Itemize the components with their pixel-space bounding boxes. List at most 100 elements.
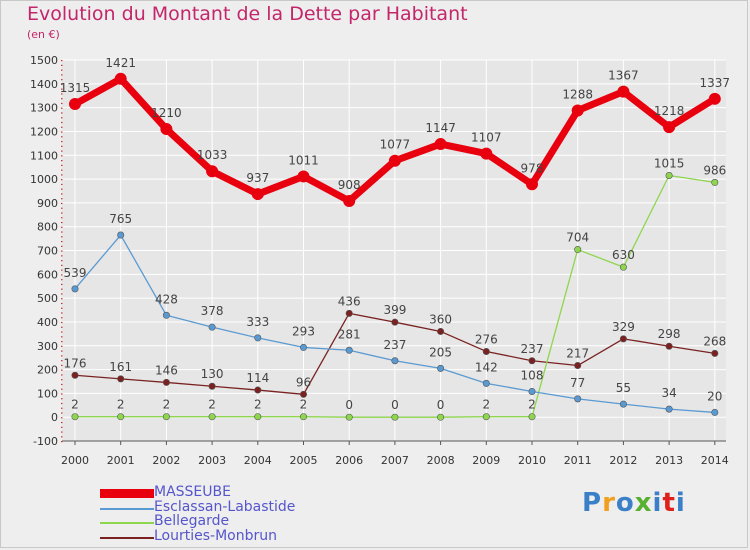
y-minor-tick (61, 307, 63, 309)
y-minor-tick (61, 441, 63, 443)
data-point (571, 104, 584, 117)
data-point (117, 231, 125, 239)
y-tick-label: 700 (37, 245, 58, 258)
y-minor-tick (61, 174, 63, 176)
data-point (711, 178, 719, 186)
unit-label: (en €) (27, 28, 60, 41)
y-minor-tick (61, 93, 63, 95)
y-minor-tick (61, 102, 63, 105)
data-label: 1421 (105, 56, 136, 70)
y-tick-label: 1500 (30, 54, 58, 67)
data-label: 704 (566, 231, 589, 245)
y-minor-tick (61, 412, 63, 414)
data-label: 428 (155, 292, 178, 306)
data-point (69, 98, 81, 111)
data-point (343, 194, 356, 207)
data-label: 399 (383, 303, 406, 317)
data-label: 1033 (197, 148, 228, 162)
x-tick-label: 2003 (198, 454, 226, 467)
data-point (208, 382, 216, 390)
data-label: 237 (521, 342, 544, 356)
y-tick-label: 500 (37, 292, 58, 305)
data-point (574, 395, 582, 403)
y-minor-tick (61, 221, 63, 224)
data-label: 161 (109, 360, 132, 374)
data-label: 34 (661, 386, 676, 400)
y-tick-label: 1200 (30, 125, 58, 138)
data-point (437, 364, 445, 372)
y-minor-tick (61, 236, 63, 238)
y-minor-tick (61, 350, 63, 352)
data-label: 1288 (562, 87, 593, 101)
y-minor-tick (61, 155, 63, 157)
y-minor-tick (61, 326, 63, 328)
y-minor-tick (61, 431, 63, 433)
data-point (482, 347, 490, 355)
data-point (71, 371, 79, 379)
legend-swatch (100, 508, 154, 510)
data-point (254, 413, 262, 421)
data-label: 146 (155, 363, 178, 377)
data-label: 2 (528, 398, 536, 412)
data-label: 2 (254, 398, 262, 412)
y-tick-label: 1100 (30, 149, 58, 162)
data-label: 765 (109, 212, 132, 226)
y-minor-tick (61, 117, 63, 119)
y-minor-tick (61, 355, 63, 357)
data-point (437, 413, 445, 421)
y-minor-tick (61, 207, 63, 209)
data-point (208, 323, 216, 331)
x-tick-label: 2010 (518, 454, 546, 467)
y-minor-tick (61, 298, 63, 300)
data-label: 630 (612, 248, 635, 262)
y-minor-tick (61, 217, 63, 219)
data-point (528, 387, 536, 395)
data-point (617, 85, 630, 98)
y-minor-tick (61, 231, 63, 233)
data-label: 333 (246, 315, 269, 329)
data-label: 436 (338, 294, 361, 308)
data-label: 1337 (700, 76, 731, 90)
data-label: 1107 (471, 131, 502, 145)
data-label: 0 (345, 398, 353, 412)
data-point (71, 285, 79, 293)
y-minor-tick (61, 369, 63, 371)
legend-label: Bellegarde (154, 513, 230, 529)
data-point (619, 263, 627, 271)
y-minor-tick (61, 340, 63, 343)
data-point (391, 413, 399, 421)
y-minor-tick (61, 436, 63, 438)
x-tick-label: 2009 (472, 454, 500, 467)
data-point (251, 188, 264, 201)
y-minor-tick (61, 198, 63, 200)
data-label: 20 (707, 389, 722, 403)
y-minor-tick (61, 302, 63, 305)
y-tick-label: -100 (33, 435, 58, 448)
y-minor-tick (61, 321, 63, 324)
x-tick-label: 2006 (335, 454, 363, 467)
data-label: 2 (71, 398, 79, 412)
data-label: 77 (570, 376, 585, 390)
y-minor-tick (61, 64, 63, 66)
data-label: 1011 (288, 153, 319, 167)
y-minor-tick (61, 74, 63, 76)
y-minor-tick (61, 331, 63, 333)
x-tick-label: 2014 (701, 454, 729, 467)
y-minor-tick (61, 136, 63, 138)
chart-title: Evolution du Montant de la Dette par Hab… (27, 3, 468, 25)
data-point (117, 375, 125, 383)
legend-label: MASSEUBE (154, 484, 231, 500)
y-minor-tick (61, 269, 63, 271)
data-point (482, 379, 490, 387)
data-point (619, 400, 627, 408)
y-tick-label: 400 (37, 316, 58, 329)
data-point (391, 357, 399, 365)
y-minor-tick (61, 388, 63, 390)
data-label: 176 (64, 356, 87, 370)
data-label: 0 (391, 398, 399, 412)
data-label: 937 (246, 171, 269, 185)
y-minor-tick (61, 83, 63, 86)
y-tick-label: 1400 (30, 78, 58, 91)
data-point (162, 311, 170, 319)
